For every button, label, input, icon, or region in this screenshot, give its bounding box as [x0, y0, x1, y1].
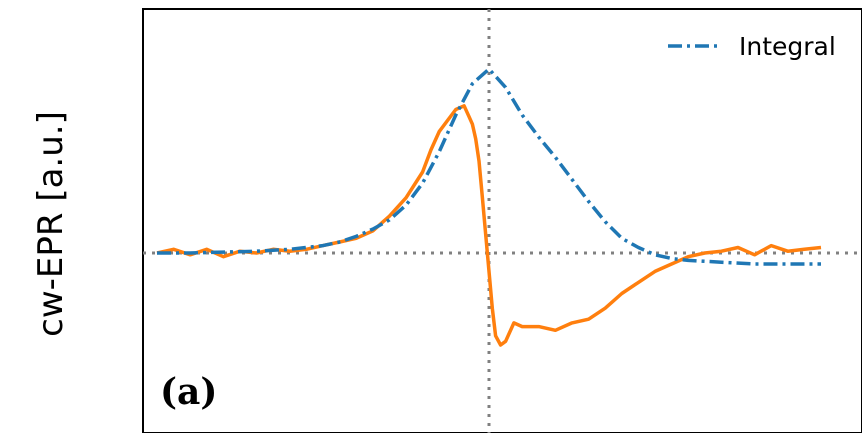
series-layer [156, 67, 822, 347]
plot-frame [142, 8, 862, 433]
panel-label: (a) [160, 371, 217, 413]
legend: Integral [668, 32, 836, 61]
plot-area [142, 8, 862, 433]
series-line-integral [157, 67, 821, 266]
series-line-cw-epr [156, 104, 822, 347]
legend-label-integral: Integral [739, 32, 836, 61]
y-axis-label: cw-EPR [a.u.] [31, 111, 71, 337]
